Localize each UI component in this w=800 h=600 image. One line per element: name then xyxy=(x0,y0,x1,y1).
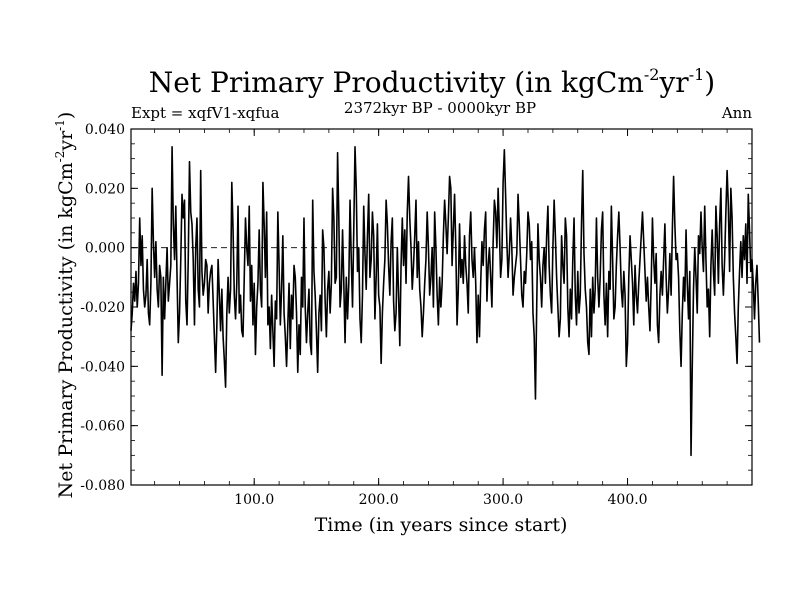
x-tick-label: 200.0 xyxy=(359,492,399,508)
y-tick-label: -0.060 xyxy=(80,419,125,435)
y-tick-label: 0.020 xyxy=(85,181,125,197)
x-tick-label: 100.0 xyxy=(234,492,274,508)
x-tick-label: 300.0 xyxy=(483,492,523,508)
chart-title-close: ) xyxy=(704,66,715,99)
y-tick-label: 0.040 xyxy=(85,122,125,138)
chart-title-sup1: -2 xyxy=(644,65,660,84)
x-axis-label: Time (in years since start) xyxy=(315,514,568,536)
x-tick-label: 400.0 xyxy=(608,492,648,508)
series-group xyxy=(130,146,761,457)
chart-title-sup2: -1 xyxy=(689,65,705,84)
experiment-label: Expt = xqfV1-xqfua xyxy=(131,104,279,122)
y-axis-label-main: Net Primary Productivity (in kgCm xyxy=(55,162,77,498)
season-label: Ann xyxy=(721,104,752,122)
y-axis-label-sup2: -1 xyxy=(53,119,67,131)
y-tick-label: -0.020 xyxy=(80,300,125,316)
chart-title-mid: yr xyxy=(658,66,689,99)
series-line xyxy=(130,146,761,457)
chart-subtitle: 2372kyr BP - 0000kyr BP xyxy=(344,99,536,117)
y-tick-label: 0.000 xyxy=(85,241,125,257)
y-tick-label: -0.080 xyxy=(80,478,125,494)
y-axis-label: Net Primary Productivity (in kgCm-2yr-1) xyxy=(53,112,77,499)
chart-title-main: Net Primary Productivity (in kgCm xyxy=(149,66,644,99)
y-tick-label: -0.040 xyxy=(80,359,125,375)
y-axis-label-sup1: -2 xyxy=(53,151,67,163)
chart-title: Net Primary Productivity (in kgCm-2yr-1) xyxy=(149,65,715,99)
y-axis-label-mid: yr xyxy=(55,130,77,152)
axis-ticks: 0.040 0.020 0.000 -0.020 -0.040 -0.060 -0.080 1… xyxy=(80,122,752,508)
y-axis-label-close: ) xyxy=(55,112,77,119)
